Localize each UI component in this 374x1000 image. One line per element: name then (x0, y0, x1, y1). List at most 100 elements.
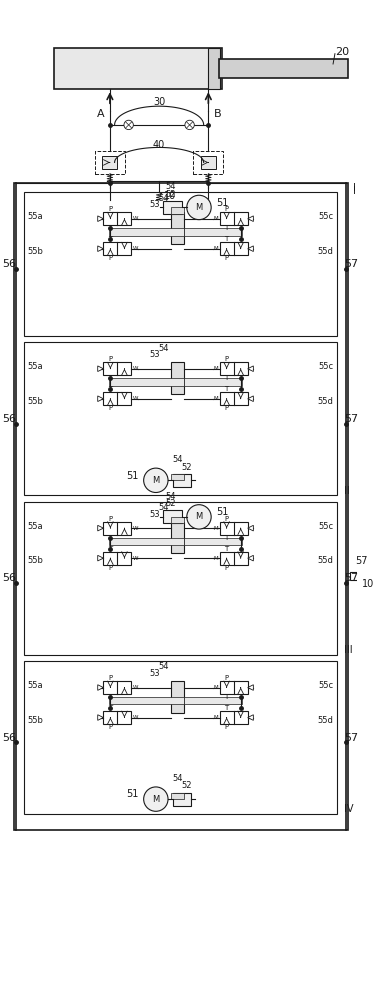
Text: P: P (224, 206, 229, 212)
Text: 55b: 55b (27, 716, 43, 725)
Bar (201, 156, 216, 169)
Bar (171, 207, 184, 214)
Text: P: P (108, 356, 113, 362)
Text: T: T (108, 386, 113, 392)
Text: 52: 52 (166, 499, 176, 508)
Polygon shape (248, 246, 253, 252)
Bar (103, 212, 132, 225)
Bar (24, 502, 337, 655)
Text: W: W (132, 396, 138, 401)
Text: P: P (108, 675, 113, 681)
Text: M: M (152, 795, 159, 804)
Circle shape (144, 787, 168, 811)
Text: W: W (132, 685, 138, 690)
Text: 53: 53 (149, 510, 160, 519)
Bar (171, 522, 184, 553)
Text: T: T (108, 546, 113, 552)
Polygon shape (98, 525, 103, 531)
Text: 51: 51 (126, 471, 139, 481)
Text: P: P (108, 206, 113, 212)
Text: T: T (224, 225, 229, 231)
Text: 53: 53 (149, 350, 160, 359)
Bar (103, 392, 132, 405)
Text: T: T (224, 386, 229, 392)
Text: W: W (132, 246, 138, 251)
Text: 51: 51 (216, 198, 229, 208)
Text: I: I (353, 186, 356, 196)
Bar (220, 242, 248, 255)
Text: A: A (97, 109, 104, 119)
Bar (193, 151, 223, 174)
Polygon shape (248, 366, 253, 372)
Bar (220, 711, 248, 724)
Text: W: W (132, 526, 138, 531)
Text: 55c: 55c (318, 212, 333, 221)
Polygon shape (248, 396, 253, 402)
Bar (208, 48, 220, 89)
Text: 55a: 55a (27, 362, 43, 371)
Text: M: M (214, 216, 218, 221)
Polygon shape (98, 396, 103, 402)
Text: IV: IV (344, 804, 354, 814)
Text: P: P (224, 356, 229, 362)
Text: 52: 52 (181, 781, 192, 790)
Text: M: M (152, 476, 159, 485)
Bar (24, 342, 337, 495)
Bar (350, 572, 361, 580)
Text: P: P (224, 255, 229, 261)
Bar (103, 552, 132, 565)
Bar (171, 362, 184, 394)
Bar (219, 59, 348, 78)
Bar (53, 48, 223, 89)
Text: 56: 56 (2, 733, 16, 743)
Text: 20: 20 (335, 47, 350, 57)
Bar (171, 681, 184, 713)
Text: 52: 52 (181, 463, 192, 472)
Text: B: B (214, 109, 221, 119)
Text: 57: 57 (344, 573, 358, 583)
Bar (103, 711, 132, 724)
Bar (110, 697, 184, 704)
Bar (103, 242, 132, 255)
Text: T: T (224, 535, 229, 541)
Text: W: W (132, 216, 138, 221)
Text: 55a: 55a (27, 522, 43, 531)
Text: M: M (195, 203, 203, 212)
Text: T: T (108, 535, 113, 541)
Text: M: M (214, 366, 218, 371)
Bar (184, 228, 242, 236)
Text: T: T (108, 225, 113, 231)
Polygon shape (248, 685, 253, 690)
Text: T: T (224, 705, 229, 711)
Bar (184, 538, 242, 545)
Bar (24, 192, 337, 336)
Text: 54: 54 (159, 662, 169, 671)
Text: 10: 10 (164, 191, 177, 201)
Text: T: T (108, 375, 113, 381)
Text: 57: 57 (356, 556, 368, 566)
Bar (102, 156, 117, 169)
Bar (173, 474, 191, 487)
Bar (184, 697, 242, 704)
Bar (171, 517, 184, 523)
Text: T: T (224, 546, 229, 552)
Bar (163, 201, 182, 214)
Text: W: W (132, 715, 138, 720)
Polygon shape (98, 246, 103, 252)
Bar (220, 362, 248, 375)
Text: 40: 40 (153, 140, 165, 150)
Text: M: M (195, 512, 203, 521)
Circle shape (124, 120, 134, 130)
Text: 57: 57 (344, 259, 358, 269)
Text: P: P (224, 675, 229, 681)
Text: P: P (224, 724, 229, 730)
Text: M: M (214, 556, 218, 561)
Text: 55d: 55d (317, 716, 333, 725)
Text: 53: 53 (149, 669, 160, 678)
Text: 55b: 55b (27, 556, 43, 565)
Text: P: P (224, 405, 229, 411)
Text: 55b: 55b (27, 397, 43, 406)
Bar (14, 183, 348, 830)
Bar (163, 510, 182, 523)
Text: 53: 53 (149, 200, 160, 209)
